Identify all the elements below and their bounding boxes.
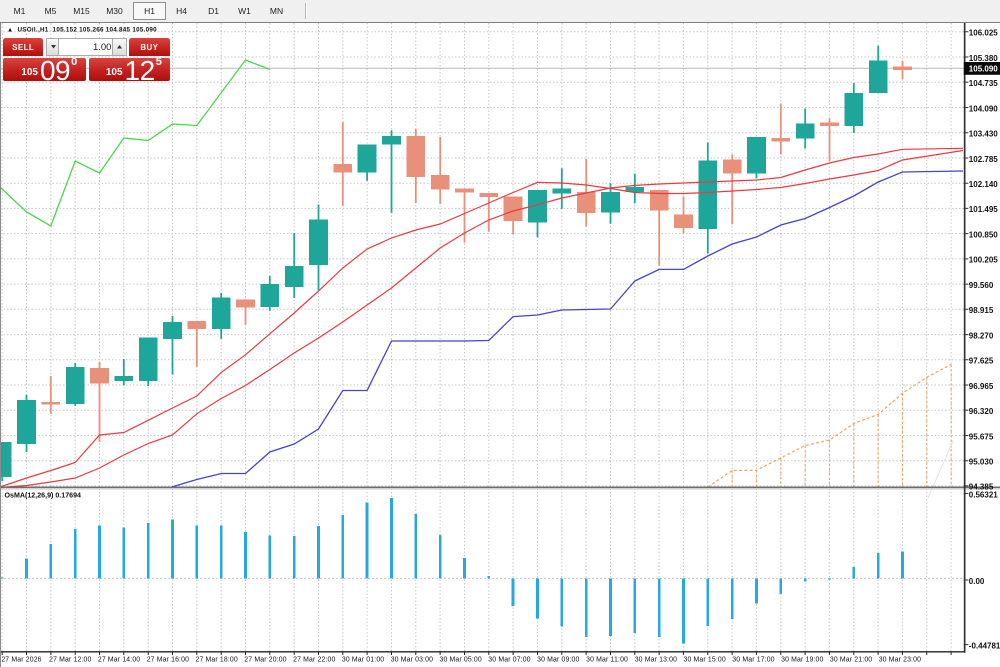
svg-text:27 Mar 18:00: 27 Mar 18:00: [195, 656, 237, 663]
svg-text:-0.44781: -0.44781: [969, 641, 1000, 650]
svg-text:95.030: 95.030: [969, 458, 994, 467]
svg-text:30 Mar 19:00: 30 Mar 19:00: [781, 656, 823, 663]
svg-text:▲: ▲: [7, 27, 13, 34]
svg-text:0.56321: 0.56321: [969, 490, 998, 499]
svg-text:27 Mar 16:00: 27 Mar 16:00: [147, 656, 189, 663]
svg-text:30 Mar 09:00: 30 Mar 09:00: [537, 656, 579, 663]
svg-text:30 Mar 03:00: 30 Mar 03:00: [391, 656, 433, 663]
svg-text:96.320: 96.320: [969, 407, 994, 416]
svg-text:27 Mar 2026: 27 Mar 2026: [1, 656, 41, 663]
svg-text:30 Mar 21:00: 30 Mar 21:00: [830, 656, 872, 663]
svg-text:97.625: 97.625: [969, 357, 994, 366]
svg-text:94.385: 94.385: [969, 483, 994, 492]
svg-text:100.850: 100.850: [969, 230, 998, 239]
svg-text:27 Mar 14:00: 27 Mar 14:00: [98, 656, 140, 663]
svg-text:30 Mar 11:00: 30 Mar 11:00: [586, 656, 628, 663]
svg-text:98.270: 98.270: [969, 331, 994, 340]
svg-text:27 Mar 20:00: 27 Mar 20:00: [244, 656, 286, 663]
svg-text:30 Mar 17:00: 30 Mar 17:00: [732, 656, 774, 663]
svg-text:98.915: 98.915: [969, 306, 994, 315]
svg-text:100.205: 100.205: [969, 256, 998, 265]
svg-text:102.785: 102.785: [969, 155, 998, 164]
svg-text:99.560: 99.560: [969, 281, 994, 290]
svg-text:30 Mar 13:00: 30 Mar 13:00: [635, 656, 677, 663]
svg-text:USOil.,H1 105.152 105.266 104: USOil.,H1 105.152 105.266 104.845 105.09…: [18, 27, 158, 34]
svg-text:104.090: 104.090: [969, 104, 998, 113]
svg-text:96.965: 96.965: [969, 382, 994, 391]
svg-text:OsMA(12,26,9) 0.17694: OsMA(12,26,9) 0.17694: [5, 492, 82, 500]
svg-text:27 Mar 12:00: 27 Mar 12:00: [49, 656, 91, 663]
svg-text:30 Mar 07:00: 30 Mar 07:00: [488, 656, 530, 663]
svg-text:30 Mar 15:00: 30 Mar 15:00: [683, 656, 725, 663]
svg-text:106.025: 106.025: [969, 29, 998, 38]
svg-text:104.735: 104.735: [969, 79, 998, 88]
svg-text:101.495: 101.495: [969, 205, 998, 214]
svg-text:105.090: 105.090: [969, 64, 998, 73]
svg-text:95.675: 95.675: [969, 432, 994, 441]
svg-text:105.380: 105.380: [969, 54, 998, 63]
svg-text:30 Mar 05:00: 30 Mar 05:00: [439, 656, 481, 663]
svg-text:30 Mar 23:00: 30 Mar 23:00: [879, 656, 921, 663]
svg-text:103.430: 103.430: [969, 130, 998, 139]
svg-text:30 Mar 01:00: 30 Mar 01:00: [342, 656, 384, 663]
svg-text:27 Mar 22:00: 27 Mar 22:00: [293, 656, 335, 663]
svg-text:102.140: 102.140: [969, 180, 998, 189]
svg-text:0.00: 0.00: [969, 577, 985, 586]
